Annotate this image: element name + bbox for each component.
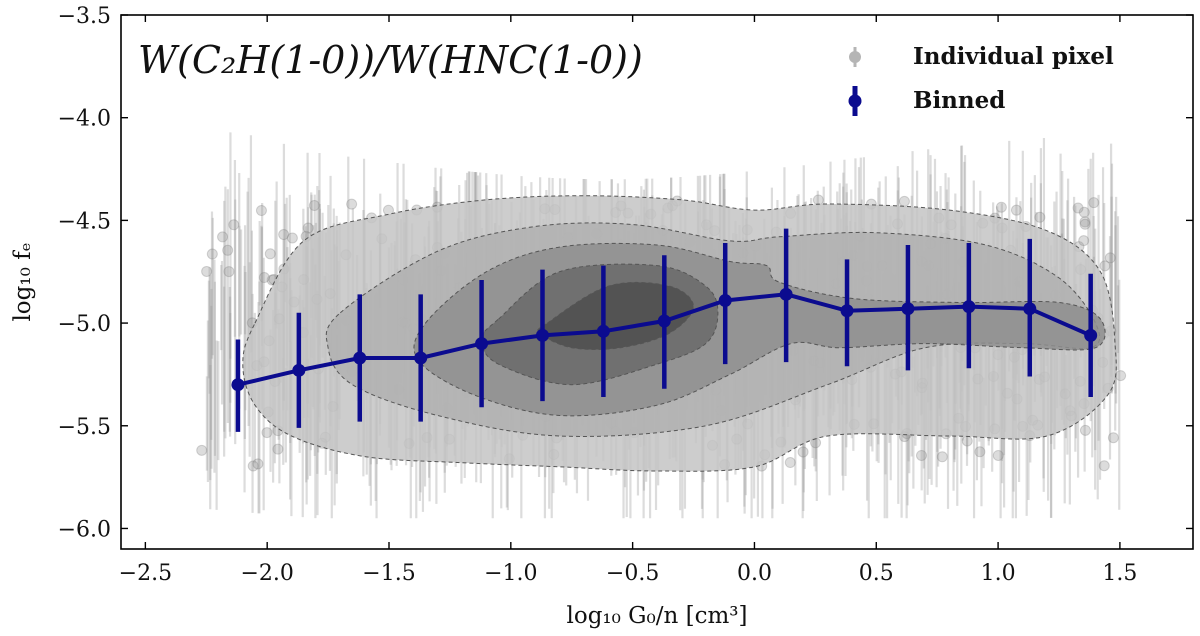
binned-point — [475, 337, 489, 351]
binned-point — [596, 324, 610, 338]
individual-pixel-point — [898, 195, 910, 207]
individual-pixel-point — [797, 446, 809, 458]
binned-series — [231, 228, 1098, 432]
x-axis-ticks: −2.5 −2.0 −1.5 −1.0 −0.5 0.0 0.5 1.0 1.5 — [119, 15, 1137, 586]
individual-pixel-point — [995, 201, 1007, 213]
x-tick-label: −2.0 — [240, 561, 293, 586]
binned-point — [962, 300, 976, 314]
legend-entry-binned: Binned — [848, 86, 1005, 116]
individual-pixel-point — [252, 458, 264, 470]
y-axis-label: log₁₀ fₑ — [10, 242, 36, 321]
binned-point — [353, 351, 367, 365]
individual-pixel-point — [272, 443, 284, 455]
individual-pixel-point — [1079, 424, 1091, 436]
binned-point — [535, 328, 549, 342]
individual-pixel-point — [784, 457, 796, 469]
individual-pixel-point — [1078, 206, 1090, 218]
binned-point — [657, 314, 671, 328]
individual-pixel-point — [992, 449, 1004, 461]
x-tick-label: −1.5 — [362, 561, 415, 586]
individual-pixel-point — [286, 232, 298, 244]
binned-point — [292, 363, 306, 377]
individual-pixel-point — [261, 427, 273, 439]
individual-pixel-point — [812, 194, 824, 206]
individual-pixel-point — [1088, 197, 1100, 209]
individual-pixel-point — [217, 231, 229, 243]
individual-pixel-point — [1079, 218, 1091, 230]
individual-pixel-point — [255, 205, 267, 217]
y-tick-label: −5.0 — [58, 312, 111, 337]
legend-entry-individual-pixel: Individual pixel — [849, 43, 1114, 70]
x-tick-label: −0.5 — [606, 561, 659, 586]
individual-pixel-point — [302, 222, 314, 234]
individual-pixel-point — [1115, 370, 1127, 382]
x-tick-label: 1.5 — [1102, 561, 1137, 586]
individual-pixel-point — [346, 198, 358, 210]
individual-pixel-point — [974, 446, 986, 458]
y-tick-label: −3.5 — [58, 4, 111, 29]
y-tick-label: −6.0 — [58, 517, 111, 542]
individual-pixel-point — [228, 219, 240, 231]
individual-pixel-point — [247, 460, 259, 472]
binned-point — [840, 304, 854, 318]
legend: Individual pixel Binned — [848, 43, 1114, 116]
individual-pixel-point — [278, 229, 290, 241]
plot-frame — [120, 14, 1194, 550]
y-axis-ticks: −6.0 −5.5 −5.0 −4.5 −4.0 −3.5 — [58, 4, 1193, 542]
individual-pixel-point — [264, 248, 276, 260]
binned-point — [779, 287, 793, 301]
individual-pixel-point — [936, 451, 948, 463]
individual-pixel-point — [1099, 260, 1111, 272]
binned-point — [231, 378, 245, 392]
legend-label-individual-pixel: Individual pixel — [913, 43, 1114, 70]
individual-pixel-point — [222, 244, 234, 256]
individual-pixel-point — [961, 435, 973, 447]
individual-pixel-point — [1104, 252, 1116, 264]
legend-pixel-marker — [849, 51, 861, 63]
x-tick-label: −2.5 — [119, 561, 172, 586]
y-tick-label: −4.5 — [58, 209, 111, 234]
density-contours — [242, 195, 1117, 472]
individual-pixel-point — [1072, 202, 1084, 214]
binned-point — [1084, 328, 1098, 342]
binned-point — [901, 302, 915, 316]
individual-pixel-point — [1079, 216, 1091, 228]
x-tick-label: 1.0 — [981, 561, 1016, 586]
legend-binned-marker — [848, 94, 862, 108]
individual-pixel-point — [1034, 211, 1046, 223]
individual-pixel-point — [223, 266, 235, 278]
y-tick-label: −5.5 — [58, 415, 111, 440]
chart-title: W(C₂H(1-0))/W(HNC(1-0)) — [138, 38, 643, 82]
binned-point — [718, 293, 732, 307]
individual-pixel-point — [258, 272, 270, 284]
binned-point — [1023, 302, 1037, 316]
individual-pixel-point — [1107, 432, 1119, 444]
legend-label-binned: Binned — [913, 87, 1005, 114]
x-tick-label: 0.5 — [859, 561, 894, 586]
individual-pixel-point — [196, 444, 208, 456]
x-tick-label: 0.0 — [737, 561, 772, 586]
individual-pixel-point — [1010, 204, 1022, 216]
x-axis-label: log₁₀ G₀/n [cm³] — [566, 603, 747, 629]
individual-pixel-point — [206, 248, 218, 260]
individual-pixel-point — [1098, 460, 1110, 472]
x-tick-label: −1.0 — [484, 561, 537, 586]
individual-pixel-point — [915, 449, 927, 461]
individual-pixel-point — [1078, 235, 1090, 247]
binned-point — [414, 351, 428, 365]
individual-pixel-point — [308, 199, 320, 211]
y-tick-label: −4.0 — [58, 107, 111, 132]
individual-pixel-point — [201, 265, 213, 277]
